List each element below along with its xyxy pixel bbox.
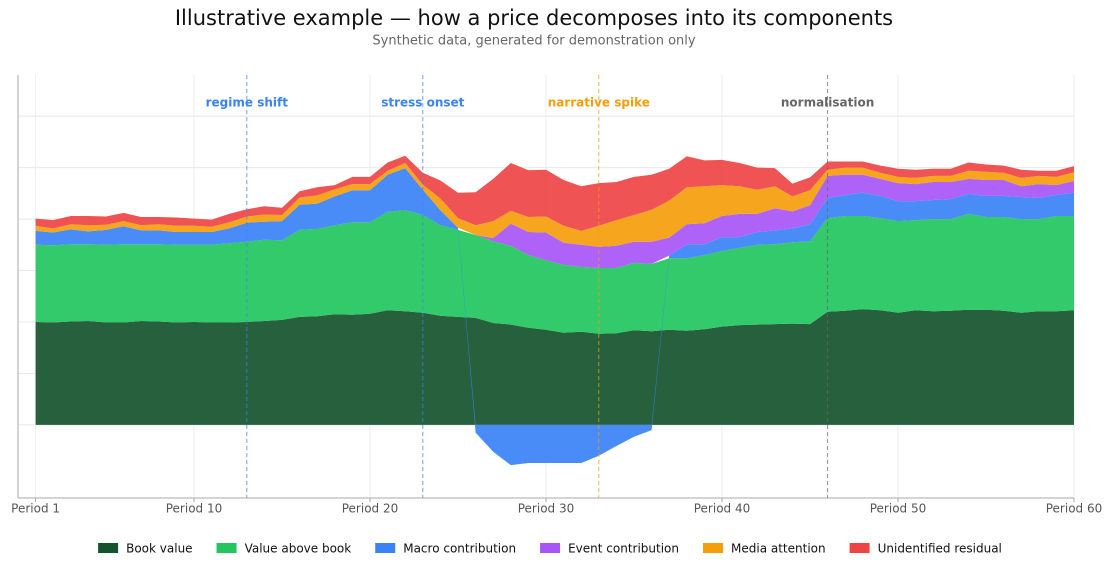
legend-label: Event contribution: [568, 542, 679, 556]
area: [35, 155, 1075, 231]
legend-label: Value above book: [245, 542, 352, 556]
annotation-label: narrative spike: [548, 96, 650, 110]
area: [35, 309, 1075, 425]
x-tick-label: Period 10: [166, 502, 223, 516]
legend-label: Unidentified residual: [878, 542, 1002, 556]
annotation-label: regime shift: [206, 96, 289, 110]
x-tick-label: Period 30: [518, 502, 575, 516]
legend-label: Book value: [126, 542, 192, 556]
x-tick-label: Period 60: [1046, 502, 1103, 516]
legend-label: Macro contribution: [403, 542, 516, 556]
legend-label: Media attention: [731, 542, 826, 556]
chart-subtitle: Synthetic data, generated for demonstrat…: [372, 34, 695, 49]
legend-swatch: [540, 543, 561, 553]
area: [35, 210, 1075, 334]
x-tick-label: Period 1: [11, 502, 60, 516]
legend-swatch: [703, 543, 723, 553]
x-tick-label: Period 50: [870, 502, 927, 516]
chart-title: Illustrative example — how a price decom…: [175, 6, 893, 30]
legend-swatch: [98, 543, 119, 553]
area: [35, 163, 1075, 247]
area: [35, 168, 1075, 268]
legend-swatch: [216, 543, 237, 553]
annotation-label: normalisation: [781, 96, 874, 110]
legend: Book value Value above book Macro contribu…: [98, 542, 1002, 556]
legend-swatch: [375, 543, 396, 553]
x-tick-label: Period 40: [694, 502, 751, 516]
annotation-label: stress onset: [381, 96, 464, 110]
area: [35, 168, 1075, 466]
x-tick-label: Period 20: [342, 502, 399, 516]
legend-swatch: [849, 543, 870, 553]
